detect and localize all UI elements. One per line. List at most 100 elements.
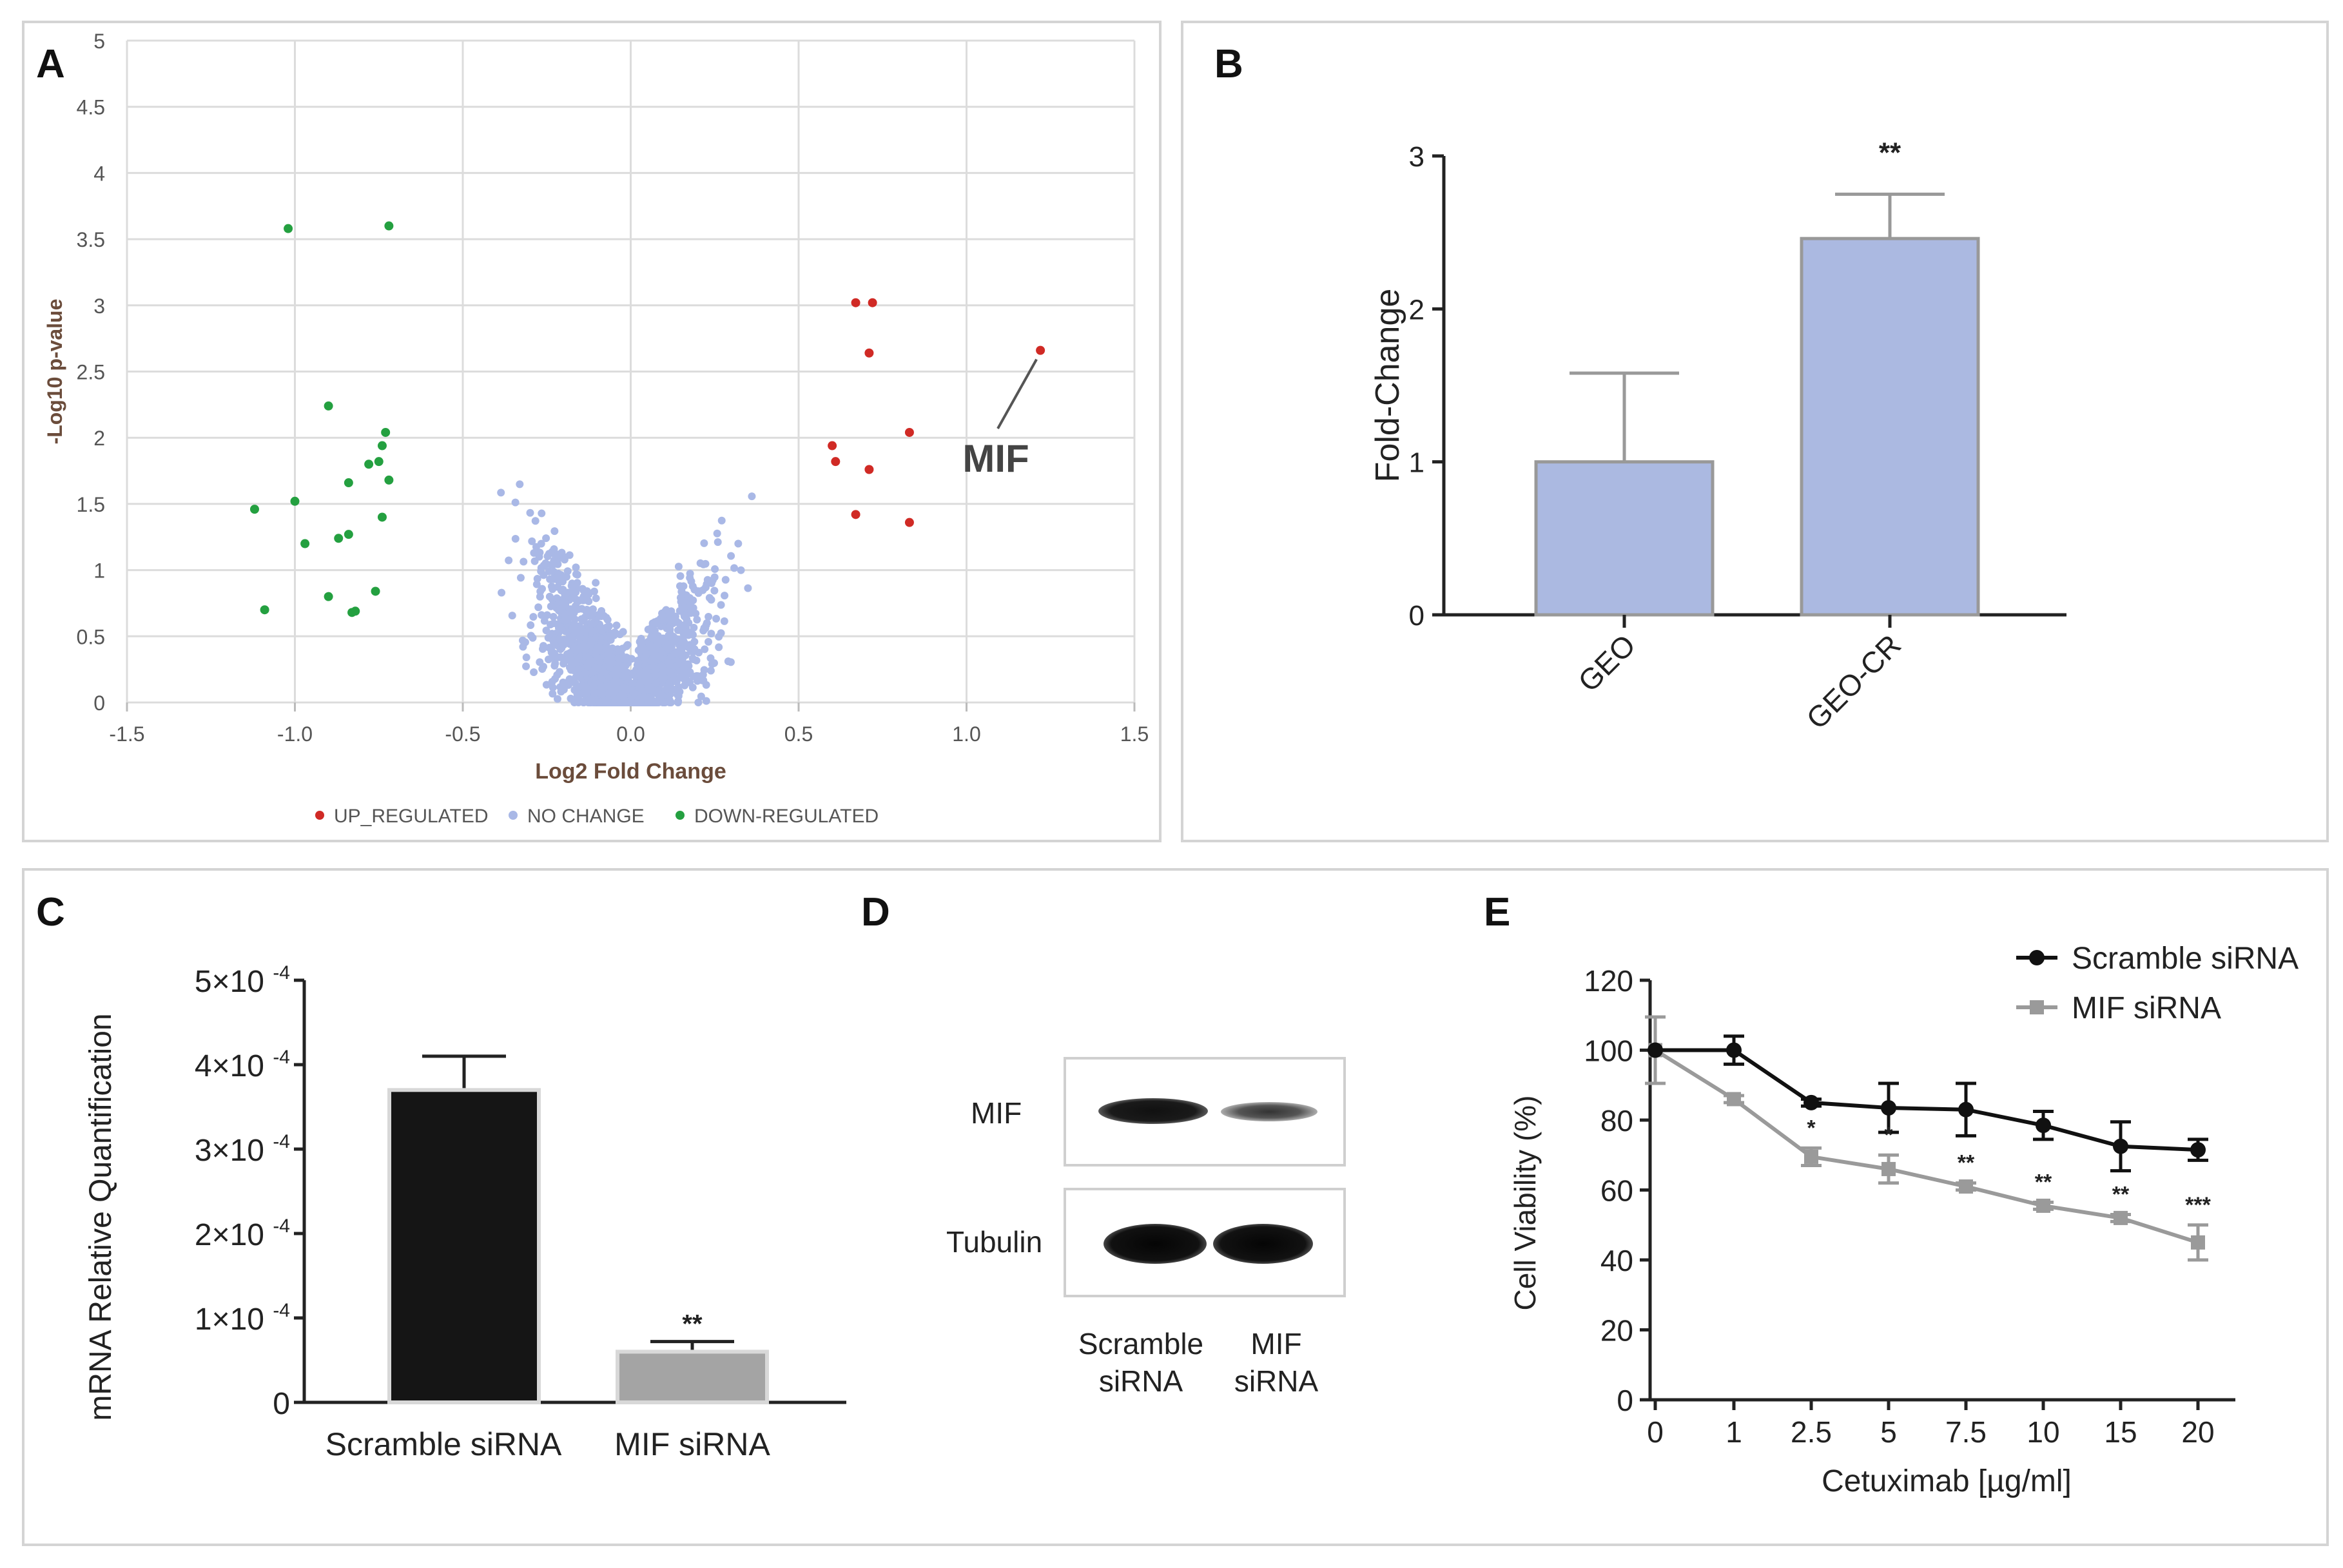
point-no-change bbox=[531, 517, 540, 525]
point-no-change bbox=[574, 605, 583, 614]
point-no-change bbox=[582, 688, 590, 697]
point-no-change bbox=[713, 529, 721, 537]
point-no-change bbox=[688, 683, 697, 692]
point-no-change bbox=[620, 696, 628, 704]
point-no-change bbox=[567, 666, 575, 674]
point-no-change bbox=[528, 537, 536, 545]
bar-mif-sirna bbox=[616, 1350, 769, 1404]
point-no-change bbox=[630, 689, 638, 697]
point-no-change bbox=[576, 634, 584, 642]
point-no-change bbox=[538, 509, 546, 518]
point-no-change bbox=[700, 539, 708, 547]
point-no-change bbox=[585, 590, 593, 599]
point-no-change bbox=[566, 677, 574, 686]
y-axis-label: Cell Viability (%) bbox=[1508, 1095, 1542, 1310]
point-no-change bbox=[505, 556, 513, 565]
point-no-change bbox=[590, 688, 599, 697]
point-no-change bbox=[542, 626, 550, 635]
point-no-change bbox=[561, 590, 569, 599]
point-no-change bbox=[537, 539, 545, 548]
point-no-change bbox=[588, 657, 596, 665]
point-no-change bbox=[676, 647, 685, 655]
point-no-change bbox=[688, 654, 697, 663]
point-no-change bbox=[549, 690, 557, 698]
point-no-change bbox=[607, 682, 615, 691]
point-no-change bbox=[605, 632, 614, 641]
point-no-change bbox=[694, 589, 703, 597]
point-no-change bbox=[693, 615, 701, 624]
point-no-change bbox=[540, 617, 549, 625]
panel-b bbox=[1181, 21, 2329, 842]
point-no-change bbox=[549, 613, 558, 621]
point-no-change bbox=[730, 564, 739, 572]
point-no-change bbox=[667, 634, 676, 642]
point-no-change bbox=[659, 666, 667, 674]
y-tick-label: 1 bbox=[93, 559, 105, 583]
point-no-change bbox=[684, 660, 692, 668]
point-no-change bbox=[599, 668, 608, 676]
point-no-change bbox=[589, 699, 598, 706]
point-no-change bbox=[650, 626, 659, 635]
point-no-change bbox=[530, 548, 538, 557]
point-down-regulated bbox=[334, 534, 344, 543]
marker-mif-sirna bbox=[1881, 1161, 1896, 1176]
point-no-change bbox=[715, 632, 723, 641]
marker-mif-sirna bbox=[2191, 1235, 2205, 1250]
point-no-change bbox=[540, 642, 548, 650]
point-no-change bbox=[547, 602, 555, 610]
point-no-change bbox=[627, 699, 636, 706]
point-no-change bbox=[532, 580, 541, 588]
y-axis-label: Fold-Change bbox=[1369, 289, 1406, 483]
y-tick-label: 5×10 bbox=[195, 965, 264, 999]
point-no-change bbox=[671, 616, 679, 624]
point-no-change bbox=[674, 697, 683, 705]
point-no-change bbox=[717, 601, 725, 609]
significance-label: *** bbox=[2185, 1193, 2211, 1217]
x-tick-label: MIF siRNA bbox=[614, 1426, 770, 1462]
point-no-change bbox=[530, 557, 539, 565]
point-no-change bbox=[683, 618, 692, 626]
point-no-change bbox=[643, 686, 651, 695]
legend-label: NO CHANGE bbox=[527, 806, 645, 827]
point-down-regulated bbox=[284, 224, 293, 233]
point-no-change bbox=[550, 527, 559, 536]
point-no-change bbox=[588, 667, 597, 675]
point-no-change bbox=[727, 552, 735, 560]
point-no-change bbox=[527, 621, 535, 630]
y-tick-label: 4.5 bbox=[77, 96, 105, 119]
x-tick-label: -1.0 bbox=[277, 722, 313, 746]
point-no-change bbox=[737, 566, 745, 574]
y-tick-exponent: -4 bbox=[273, 1300, 290, 1321]
y-tick-label: 1.5 bbox=[77, 493, 105, 516]
y-tick-exponent: -4 bbox=[273, 1131, 290, 1152]
point-down-regulated bbox=[324, 592, 333, 601]
x-tick-label: 1 bbox=[1726, 1415, 1742, 1449]
point-no-change bbox=[677, 588, 686, 596]
x-tick-label: 1.5 bbox=[1120, 722, 1149, 746]
point-no-change bbox=[645, 673, 653, 681]
blot-band-tubulin-sirna bbox=[1213, 1224, 1313, 1264]
point-no-change bbox=[598, 690, 607, 698]
point-no-change bbox=[708, 660, 716, 668]
point-no-change bbox=[603, 656, 612, 664]
point-no-change bbox=[656, 652, 664, 661]
significance-label: ** bbox=[2112, 1182, 2130, 1206]
point-no-change bbox=[633, 699, 641, 706]
y-tick-label: 0 bbox=[93, 692, 105, 715]
point-no-change bbox=[651, 664, 659, 673]
point-no-change bbox=[595, 699, 603, 706]
point-no-change bbox=[721, 592, 729, 600]
y-tick-label: 1×10 bbox=[195, 1302, 264, 1337]
legend-label: UP_REGULATED bbox=[334, 806, 489, 827]
point-no-change bbox=[545, 592, 554, 601]
point-no-change bbox=[689, 672, 697, 681]
y-tick-label: 80 bbox=[1600, 1104, 1633, 1137]
point-no-change bbox=[570, 699, 579, 706]
bar-scramble-sirna bbox=[387, 1088, 541, 1405]
point-no-change bbox=[620, 683, 628, 692]
blot-lane-label-mif: MIF siRNA bbox=[1234, 1327, 1319, 1398]
marker-scramble-sirna bbox=[2036, 1118, 2051, 1134]
line-mif-sirna bbox=[1654, 1048, 2199, 1244]
